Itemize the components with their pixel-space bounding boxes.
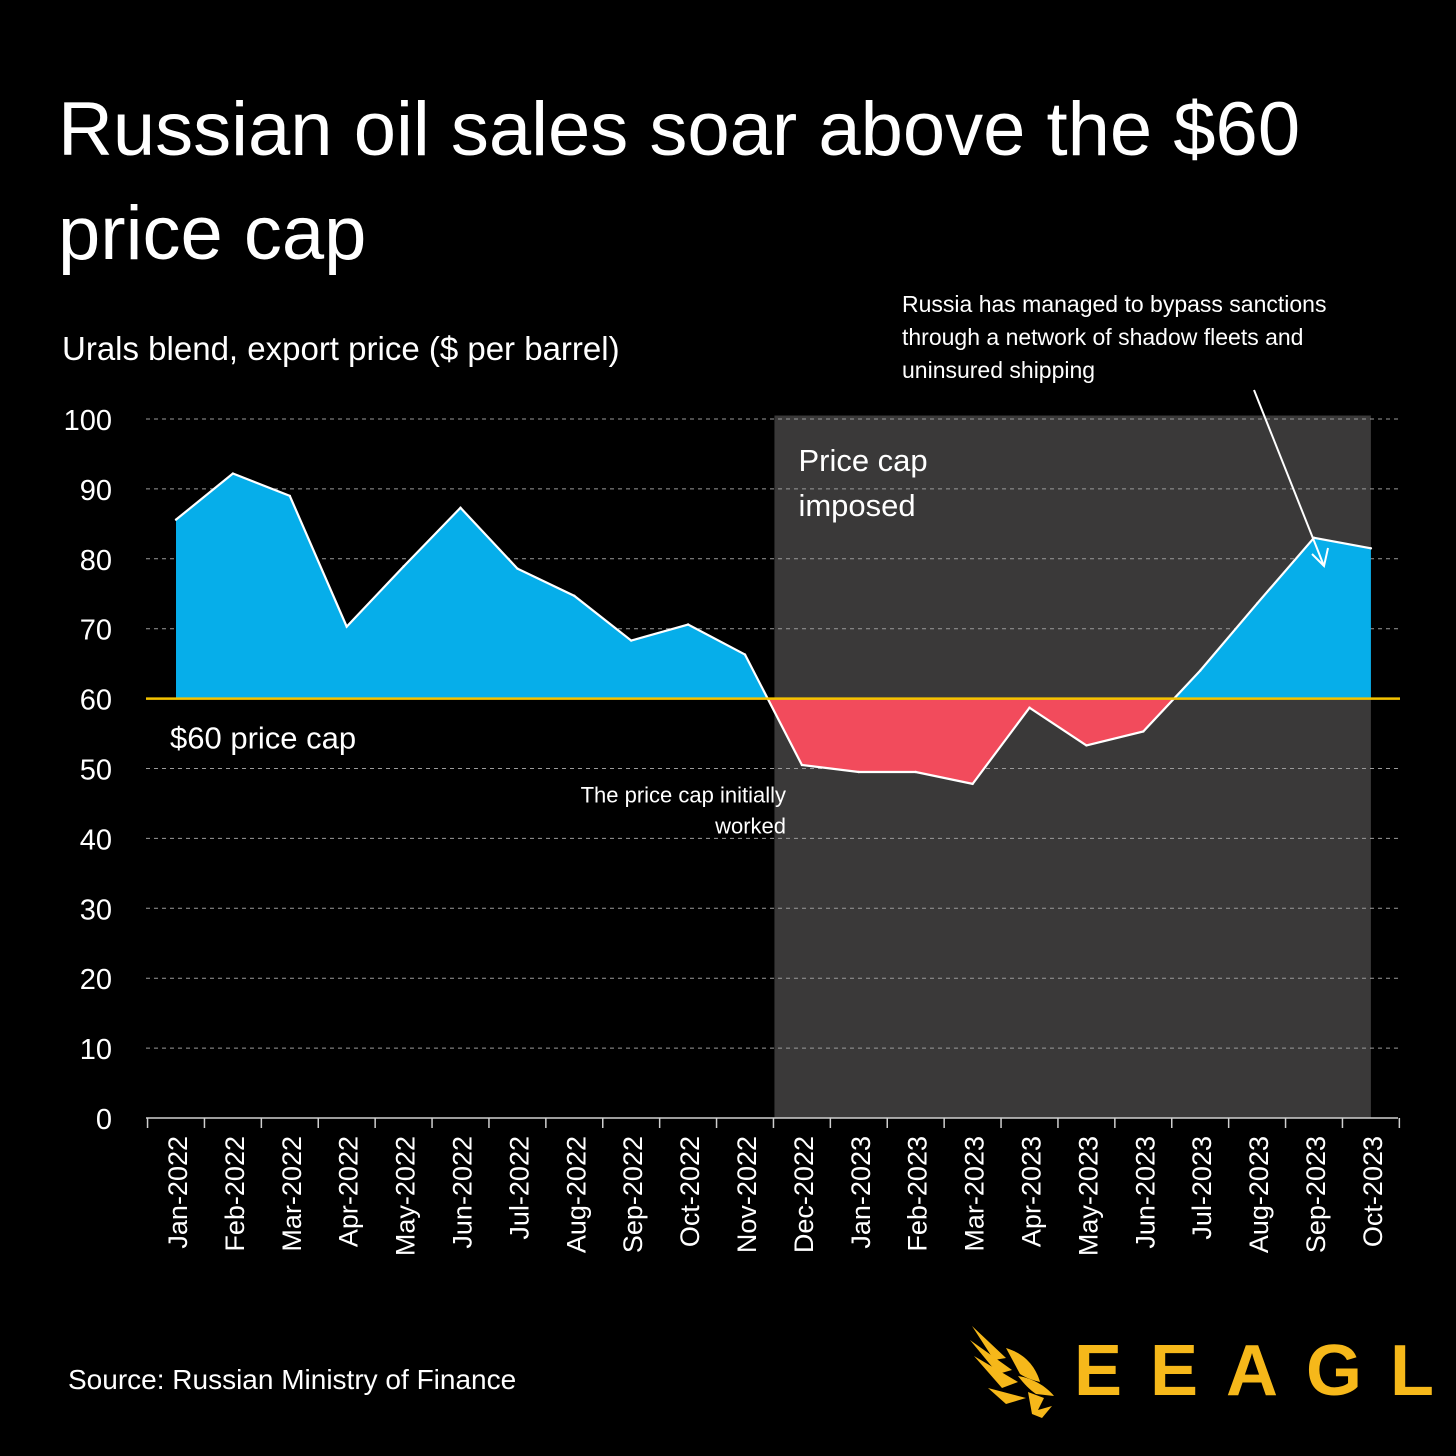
data-point-May-2023 [1085,744,1088,747]
x-tick-label-Apr-2023: Apr-2023 [1017,1136,1047,1247]
x-tick-label-Jun-2023: Jun-2023 [1130,1136,1160,1249]
data-point-Aug-2023 [1255,602,1259,605]
y-tick-label-80: 80 [80,545,112,577]
data-point-Apr-2022 [345,625,348,628]
shade-label-line2: imposed [798,488,915,523]
y-tick-label-40: 40 [80,824,112,856]
x-tick-label-Sep-2022: Sep-2022 [618,1136,648,1253]
x-tick-label-Apr-2022: Apr-2022 [334,1136,364,1247]
bypass-annotation: Russia has managed to bypass sanctions t… [902,291,1327,383]
y-tick-label-0: 0 [96,1104,112,1136]
area-below-cap-0 [767,698,1175,784]
y-tick-label-20: 20 [80,964,112,996]
data-point-Mar-2023 [971,782,974,786]
data-point-Jun-2023 [1142,730,1145,733]
data-point-May-2022 [402,565,405,568]
y-tick-label-60: 60 [80,685,112,717]
data-point-Jul-2022 [516,567,519,570]
x-tick-label-Nov-2022: Nov-2022 [732,1136,762,1253]
x-tick-label-Mar-2023: Mar-2023 [960,1136,990,1252]
x-tick-label-Oct-2023: Oct-2023 [1358,1136,1388,1247]
bypass-arrow-head [1311,547,1329,568]
worked-annotation-line1: The price cap initially [581,783,786,808]
data-point-Jun-2022 [459,506,462,509]
y-tick-label-50: 50 [80,755,112,787]
data-point-Jul-2023 [1199,669,1202,672]
x-tick-label-Jan-2023: Jan-2023 [846,1136,876,1249]
x-tick-label-Jul-2023: Jul-2023 [1187,1136,1217,1240]
data-point-Apr-2023 [1028,706,1031,709]
area-above-cap-0 [176,473,768,699]
x-tick-label-Feb-2023: Feb-2023 [903,1136,933,1252]
source-note: Source: Russian Ministry of Finance [68,1364,517,1395]
chart-title: Russian oil sales soar above the $60 pri… [58,87,1301,276]
x-tick-label-Mar-2022: Mar-2022 [277,1136,307,1252]
x-tick-label-Aug-2023: Aug-2023 [1244,1136,1274,1253]
worked-annotation-line2: worked [714,814,786,839]
x-tick-label-Jan-2022: Jan-2022 [163,1136,193,1249]
data-point-Sep-2022 [630,639,633,642]
x-tick-label-May-2022: May-2022 [391,1136,421,1256]
x-tick-label-Aug-2022: Aug-2022 [561,1136,591,1253]
brand-wordmark: EEAGLI [1074,1331,1456,1411]
y-tick-label-10: 10 [80,1034,112,1066]
data-point-Mar-2022 [288,494,291,498]
x-tick-label-Oct-2022: Oct-2022 [675,1136,705,1247]
data-point-Jan-2022 [174,518,178,521]
data-point-Oct-2023 [1369,547,1373,550]
y-tick-label-70: 70 [80,615,112,647]
x-tick-label-May-2023: May-2023 [1073,1136,1103,1256]
x-tick-label-Jun-2022: Jun-2022 [448,1136,478,1249]
x-tick-label-Dec-2022: Dec-2022 [789,1136,819,1253]
data-point-Feb-2023 [914,770,917,774]
x-tick-label-Jul-2022: Jul-2022 [504,1136,534,1240]
data-point-Jan-2023 [857,770,860,774]
eagle-logo-icon [970,1326,1054,1418]
x-tick-label-Feb-2022: Feb-2022 [220,1136,250,1252]
data-point-Nov-2022 [743,653,747,656]
y-tick-label-100: 100 [64,405,112,437]
data-point-Feb-2022 [231,472,235,475]
x-tick-label-Sep-2023: Sep-2023 [1301,1136,1331,1253]
data-point-Oct-2022 [686,623,690,626]
data-point-Dec-2022 [800,763,804,767]
price-cap-label: $60 price cap [170,721,356,756]
shade-label-line1: Price cap [798,443,927,478]
y-axis-title: Urals blend, export price ($ per barrel) [62,330,620,367]
price-series-line [175,472,1372,786]
data-point-Aug-2022 [573,594,576,598]
y-tick-label-30: 30 [80,894,112,926]
bypass-arrow-shaft [1253,389,1325,567]
y-tick-label-90: 90 [80,475,112,507]
area-above-cap-1 [1174,537,1371,699]
